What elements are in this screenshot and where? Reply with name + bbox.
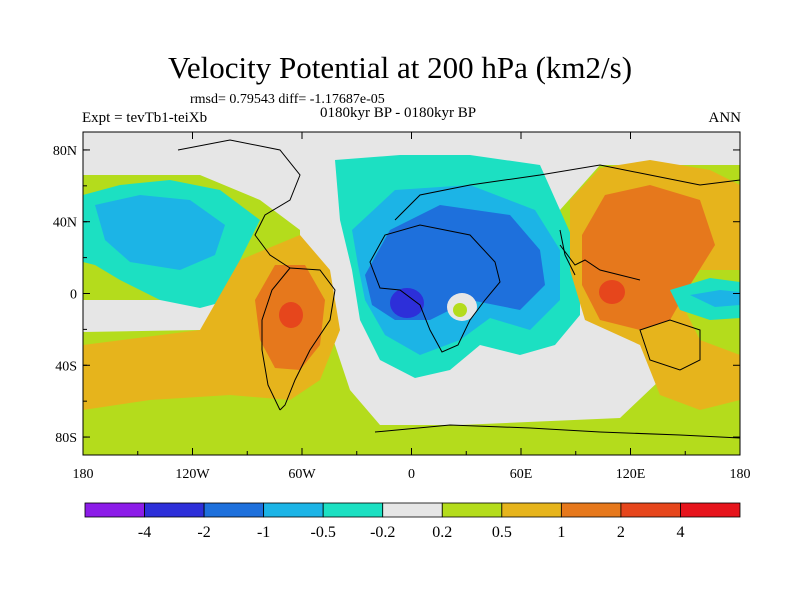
y-tick-label: 0 [70,288,77,303]
y-tick-label: 80S [55,431,77,446]
contour-samerica-max [279,302,303,328]
chart-title: Velocity Potential at 200 hPa (km2/s) [167,50,633,85]
colorbar-label: 2 [617,524,625,541]
colorbar-label: 4 [676,524,684,541]
x-tick-label: 180 [73,467,94,482]
contour-pacific-negative-core [690,290,740,307]
x-tick-label: 120E [616,467,646,482]
x-axis: 180 120W 60W 0 60E 120E 180 [73,132,751,482]
x-tick-label: 60E [510,467,533,482]
experiment-label: Expt = tevTb1-teiXb [82,110,208,126]
season-label: ANN [708,110,742,126]
coastlines [177,139,740,439]
colorbar-label: -0.2 [370,524,395,541]
period-label: 0180kyr BP - 0180kyr BP [320,105,477,121]
coast-australia [639,319,701,371]
colorbar-label: -0.5 [311,524,336,541]
colorbar-swatch [501,502,562,518]
coast-eurasia [394,164,740,221]
colorbar-swatch [263,502,324,518]
colorbar-label: -2 [197,524,210,541]
colorbar-swatch [322,502,384,518]
coast-south-america-east [279,267,336,411]
colorbar-label: 1 [557,524,565,541]
colorbar-swatch [680,502,741,518]
x-tick-label: 60W [288,467,316,482]
coast-south-asia [559,244,641,281]
colorbar-swatch [144,502,205,518]
coast-antarctica [374,424,740,439]
colorbar: -4 -2 -1 -0.5 -0.2 0.2 0.5 1 2 4 [84,502,741,541]
colorbar-label: 0.2 [432,524,452,541]
y-tick-label: 40S [55,359,77,374]
colorbar-swatch [560,502,622,518]
coast-africa [369,224,501,353]
contour-npac-mid [95,195,225,270]
coast-south-america-west [261,267,291,411]
x-tick-label: 120W [175,467,210,482]
colorbar-swatch [382,502,443,518]
colorbar-swatch [84,502,145,518]
colorbar-label: -4 [138,524,151,541]
stats-text: rmsd= 0.79543 diff= -1.17687e-05 [190,92,385,107]
contour-maritime-max [599,280,625,304]
contour-guinea-min [390,288,424,318]
colorbar-label: -1 [257,524,270,541]
colorbar-swatch [441,502,503,518]
colorbar-label: 0.5 [492,524,512,541]
x-tick-label: 0 [408,467,415,482]
contour-positive-eastafrica [453,303,467,317]
coast-india [559,229,576,276]
colorbar-swatch [620,502,681,518]
y-axis: 80N 40N 0 40S 80S [53,144,740,446]
contour-field [83,132,740,455]
y-tick-label: 80N [53,144,77,159]
coast-north-america [177,139,301,269]
x-tick-label: 180 [730,467,751,482]
y-tick-label: 40N [53,216,77,231]
colorbar-swatch [203,502,265,518]
